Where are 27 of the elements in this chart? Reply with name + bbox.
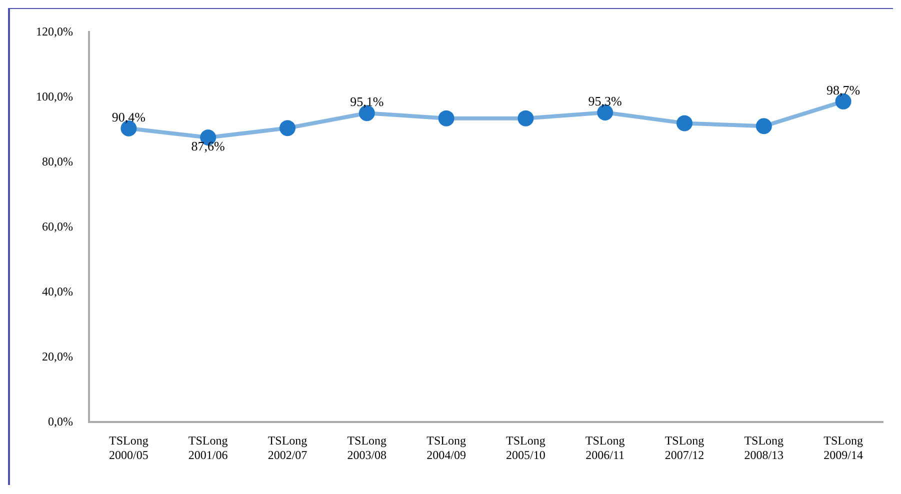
data-label: 98,7%: [826, 82, 860, 98]
y-tick-label: 80,0%: [42, 154, 73, 168]
x-tick-label: TSLong 2008/13: [744, 434, 784, 462]
point: [438, 110, 454, 126]
data-label: 95,1%: [350, 94, 384, 110]
y-tick-label: 60,0%: [42, 219, 73, 234]
point: [756, 118, 772, 134]
x-tick-label: TSLong 2001/06: [188, 434, 228, 462]
y-tick-label: 20,0%: [42, 349, 73, 364]
data-label: 95,3%: [588, 93, 622, 108]
point: [676, 115, 692, 132]
point: [279, 120, 296, 136]
x-tick-label: TSLong 2007/12: [664, 434, 704, 462]
data-label: 90,4%: [112, 109, 146, 124]
x-tick-label: TSLong 2005/10: [506, 434, 546, 462]
x-tick-label: TSLong 2002/07: [268, 434, 308, 462]
x-tick-label: TSLong 2003/08: [347, 434, 387, 462]
x-tick-label: TSLong 2004/09: [426, 434, 466, 462]
x-tick-label: TSLong 2000/05: [109, 434, 148, 462]
data-label: 87,6%: [191, 138, 226, 154]
point: [518, 110, 534, 126]
y-tick-label: 120,0%: [36, 24, 73, 38]
x-tick-label: TSLong 2006/11: [585, 434, 625, 462]
y-tick-label: 40,0%: [42, 284, 73, 298]
x-tick-label: TSLong 2009/14: [824, 434, 863, 462]
y-tick-label: 100,0%: [36, 89, 73, 104]
y-tick-label: 0,0%: [48, 414, 73, 428]
